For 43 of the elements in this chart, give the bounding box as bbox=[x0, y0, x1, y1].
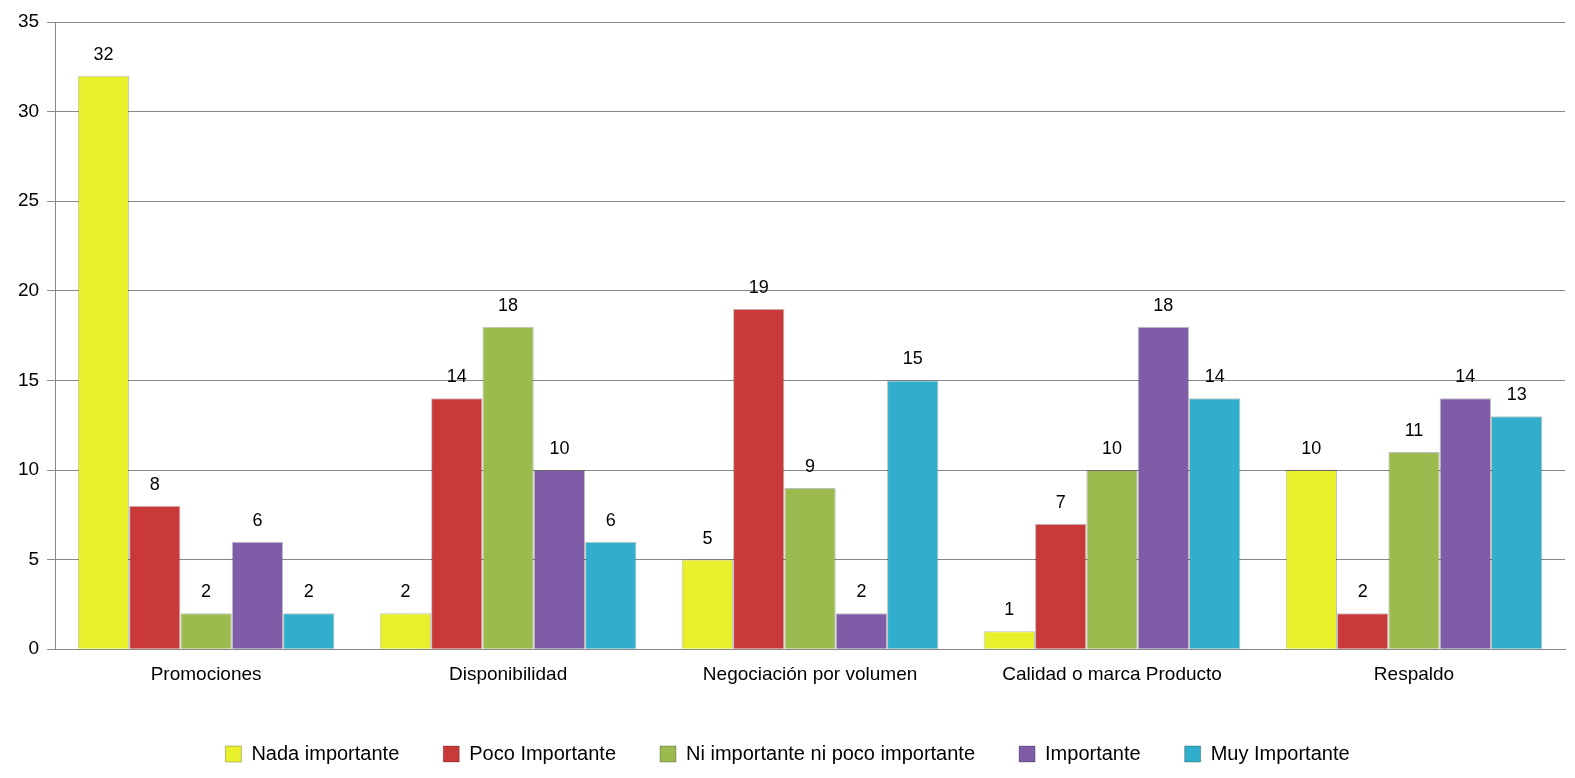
data-label: 10 bbox=[1102, 437, 1123, 458]
legend-label: Nada importante bbox=[251, 741, 400, 764]
legend-label: Importante bbox=[1045, 741, 1141, 764]
data-label: 19 bbox=[748, 276, 769, 297]
data-label: 14 bbox=[1204, 366, 1225, 387]
data-label: 5 bbox=[702, 527, 713, 548]
x-tick-label: Disponibilidad bbox=[448, 662, 568, 684]
data-label: 2 bbox=[303, 581, 314, 602]
legend-label: Ni importante ni poco importante bbox=[686, 741, 976, 764]
data-label: 6 bbox=[605, 509, 616, 530]
data-label: 15 bbox=[902, 348, 923, 369]
data-label: 18 bbox=[498, 294, 519, 315]
x-tick-label: Promociones bbox=[150, 662, 262, 684]
data-label: 14 bbox=[1455, 366, 1476, 387]
legend-label: Muy Importante bbox=[1210, 741, 1350, 764]
x-tick-label: Negociación por volumen bbox=[702, 662, 918, 684]
data-label: 7 bbox=[1055, 491, 1066, 512]
data-label: 9 bbox=[805, 455, 816, 476]
legend-label: Poco Importante bbox=[469, 741, 617, 764]
data-label: 13 bbox=[1506, 384, 1527, 405]
data-label: 2 bbox=[400, 581, 411, 602]
data-label: 10 bbox=[549, 437, 570, 458]
data-label: 10 bbox=[1301, 437, 1322, 458]
y-tick-label: 30 bbox=[17, 99, 40, 121]
y-tick-label: 15 bbox=[17, 368, 40, 390]
x-tick-label: Respaldo bbox=[1373, 662, 1455, 684]
data-label: 2 bbox=[201, 581, 212, 602]
y-tick-label: 5 bbox=[28, 547, 40, 569]
data-label: 1 bbox=[1004, 599, 1015, 620]
data-label: 14 bbox=[446, 366, 467, 387]
data-label: 11 bbox=[1404, 420, 1424, 441]
data-label: 18 bbox=[1153, 294, 1174, 315]
y-tick-label: 25 bbox=[17, 189, 40, 211]
data-label: 8 bbox=[149, 473, 160, 494]
data-label: 32 bbox=[93, 43, 114, 64]
y-tick-label: 20 bbox=[17, 279, 40, 301]
data-label: 2 bbox=[1357, 581, 1368, 602]
y-tick-label: 35 bbox=[17, 10, 40, 32]
data-label: 6 bbox=[252, 509, 263, 530]
y-tick-label: 0 bbox=[28, 637, 40, 659]
x-tick-label: Calidad o marca Producto bbox=[1002, 662, 1222, 684]
data-label: 2 bbox=[856, 581, 867, 602]
y-tick-label: 10 bbox=[17, 458, 40, 480]
